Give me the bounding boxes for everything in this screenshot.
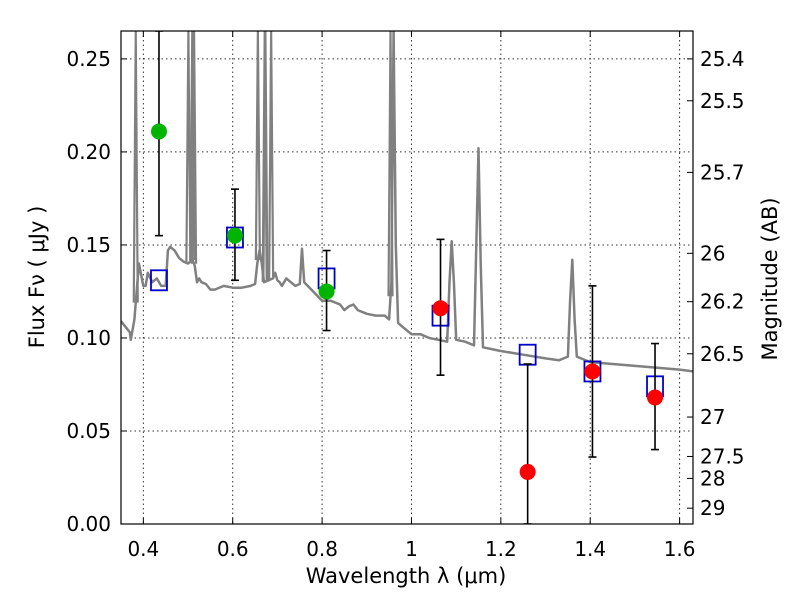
red-point-0 xyxy=(432,300,449,317)
y2-axis-label: Magnitude (AB) xyxy=(758,197,782,360)
x-tick-label-4: 1.2 xyxy=(485,537,517,561)
emission-spike-1 xyxy=(185,31,192,264)
x-tick-label-5: 1.4 xyxy=(574,537,606,561)
y2-tick-label-3: 26 xyxy=(700,241,725,265)
red-point-2 xyxy=(584,363,601,380)
y2-tick-label-8: 28 xyxy=(700,466,725,490)
red-point-3 xyxy=(647,389,664,406)
x-tick-label-3: 1 xyxy=(405,537,418,561)
y2-tick-label-4: 26.2 xyxy=(700,290,745,314)
y2-tick-label-7: 27.5 xyxy=(700,444,745,468)
red-point-1 xyxy=(519,463,536,480)
y2-tick-label-5: 26.5 xyxy=(700,342,745,366)
y2-tick-label-6: 27 xyxy=(700,405,725,429)
emission-spike-0 xyxy=(132,31,139,303)
green-point-2 xyxy=(318,283,335,300)
emission-spike-4 xyxy=(254,31,261,261)
y-tick-label-4: 0.20 xyxy=(66,140,111,164)
green-point-0 xyxy=(150,123,167,140)
y2-tick-label-2: 25.7 xyxy=(700,160,745,184)
spectrum-line xyxy=(121,31,693,373)
y2-tick-label-1: 25.5 xyxy=(700,89,745,113)
model-square-0 xyxy=(150,269,168,292)
y-tick-label-1: 0.05 xyxy=(66,419,111,443)
emission-spike-8 xyxy=(387,31,394,297)
plot-area xyxy=(121,31,693,524)
green-point-1 xyxy=(226,227,243,244)
y2-tick-label-0: 25.4 xyxy=(700,47,745,71)
x-tick-label-0: 0.4 xyxy=(127,537,159,561)
y2-tick-label-9: 29 xyxy=(700,496,725,520)
plot-frame xyxy=(120,30,694,525)
emission-spike-6 xyxy=(262,31,269,282)
y-tick-label-0: 0.00 xyxy=(66,512,111,536)
x-tick-label-6: 1.6 xyxy=(664,537,696,561)
axis-ticks: 0.4 0.6 0.8 1 1.2 1.4 1.6 0.00 0.05 0.10 0.15 0.20 0… xyxy=(66,31,745,561)
emission-spike-7 xyxy=(268,31,275,280)
y-tick-label-2: 0.10 xyxy=(66,326,111,350)
y-axis-label: Flux Fν ( μJy ) xyxy=(25,206,49,349)
y-tick-label-5: 0.25 xyxy=(66,47,111,71)
x-tick-label-2: 0.8 xyxy=(306,537,338,561)
y-tick-label-3: 0.15 xyxy=(66,233,111,257)
x-axis-label: Wavelength λ (μm) xyxy=(306,564,507,588)
x-tick-label-1: 0.6 xyxy=(217,537,249,561)
emission-spike-3 xyxy=(190,31,198,264)
